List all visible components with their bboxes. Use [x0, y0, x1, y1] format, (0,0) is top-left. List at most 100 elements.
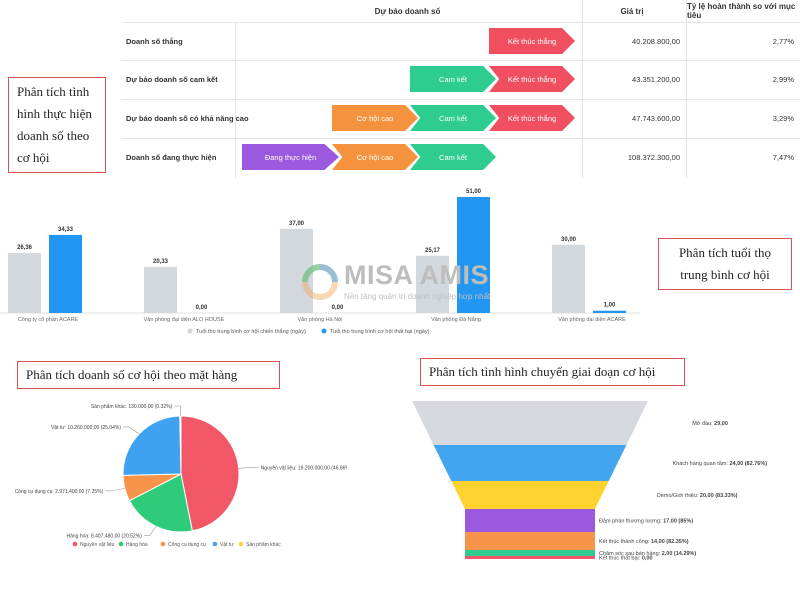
funnel-stage-label: Chăm sóc sau bán hàng: 2,00 (14.29%) [599, 551, 696, 557]
funnel-stage-value: 14,00 (82.35%) [651, 539, 689, 545]
funnel-stage [465, 556, 595, 559]
funnel-stage [451, 481, 609, 509]
misa-amis-watermark: MISA AMIS Nền tảng quản trị doanh nghiệp… [300, 260, 510, 310]
row-label: Doanh số thắng [126, 37, 183, 46]
row-value: 47.743.600,00 [632, 114, 680, 123]
row-ratio: 3,29% [772, 114, 794, 123]
bar-value-label: 1,00 [604, 303, 616, 309]
pie-slice-label: Nguyên vật liệu: 19.200.000,00 (46.86%) [261, 465, 347, 471]
stage-arrow-commit: Cam kết [410, 66, 496, 92]
row-value: 40.208.800,00 [632, 37, 680, 46]
row-label: Doanh số đang thực hiện [126, 153, 217, 162]
row-ratio: 2,77% [772, 37, 794, 46]
stage-conversion-funnel-chart: Mở đầu: 29,00 Khách hàng quan tâm: 24,00 … [412, 401, 767, 562]
bar-value-label: 25,17 [425, 248, 441, 254]
bar [552, 244, 585, 313]
stage-arrow-high-chance: Cơ hội cao [332, 144, 418, 170]
funnel-stage-name: Kết thúc thất bại: [599, 556, 642, 562]
legend-marker [238, 541, 244, 547]
funnel-stage [412, 401, 648, 445]
legend-marker [72, 541, 78, 547]
pie-leader-line [105, 488, 125, 492]
funnel-stage-name: Khách hàng quan tâm: [673, 461, 730, 467]
bar [8, 253, 41, 313]
revenue-by-product-pie-chart: Nguyên vật liệu: 19.200.000,00 (46.86%) H… [15, 403, 347, 548]
funnel-stage-value: 0,00 [642, 556, 653, 562]
pie-labels-group: Nguyên vật liệu: 19.200.000,00 (46.86%) H… [15, 403, 347, 539]
pie-slices-group [122, 415, 240, 533]
bar-value-label: 0,00 [332, 305, 344, 311]
funnel-stage-value: 17,00 (85%) [663, 519, 693, 525]
pie-leader-line [143, 526, 157, 536]
legend-label: Vật tư [220, 542, 234, 548]
pie-slice [128, 473, 193, 533]
misa-logo-icon [302, 264, 338, 300]
column-header-forecast: Dự báo doanh số [374, 6, 441, 16]
row-value: 43.351.200,00 [632, 75, 680, 84]
funnel-stage-value: 2,00 (14.29%) [662, 551, 697, 557]
funnel-stage-value: 20,00 (83.33%) [700, 493, 738, 499]
callout-opportunity-age: Phân tích tuổi thọ trung bình cơ hội [658, 238, 792, 291]
watermark-brand: MISA AMIS [344, 260, 489, 290]
stage-arrow-won: Kết thúc thắng [489, 66, 575, 92]
bar [144, 266, 177, 313]
pie-slice [122, 415, 182, 476]
bar [49, 234, 82, 313]
watermark-tagline: Nền tảng quản trị doanh nghiệp hợp nhất [344, 292, 491, 301]
bar [416, 255, 449, 313]
stage-arrow-commit: Cam kết [410, 144, 496, 170]
funnel-stage-name: Đàm phán thương lượng: [599, 519, 663, 525]
column-divider [582, 0, 583, 178]
callout-revenue-by-product: Phân tích doanh số cơ hội theo mặt hàng [17, 361, 280, 389]
opportunity-age-bar-chart: 26,36 34,33 Công ty cổ phần ACARE 20,33 0,00… [0, 189, 640, 335]
bar [593, 310, 626, 313]
pie-leader-line [238, 467, 259, 469]
stage-arrow-won: Kết thúc thắng [489, 28, 575, 54]
funnel-stage-value: 24,00 (82.76%) [729, 461, 767, 467]
row-value: 108.372.300,00 [627, 153, 680, 162]
row-ratio: 7,47% [772, 153, 794, 162]
funnel-stage-name: Kết thúc thành công: [599, 539, 651, 545]
legend-label: Nguyên vật liệu [80, 542, 115, 548]
funnel-stage-label: Demo/Giới thiệu: 20,00 (83.33%) [657, 493, 738, 499]
bar-value-label: 26,36 [17, 245, 33, 251]
legend-marker [212, 541, 218, 547]
column-divider [235, 22, 236, 178]
pie-leader-line [174, 405, 181, 417]
funnel-stages-group [412, 401, 648, 559]
x-tick-label: Văn phòng đại diện ALO HOUSE [144, 317, 225, 323]
legend-label: Sản phẩm khác [246, 541, 281, 548]
legend-label: Hàng hóa [126, 542, 148, 548]
column-header-ratio: Tỷ lệ hoàn thành so với mục tiêu [687, 2, 796, 20]
legend-marker [160, 541, 166, 547]
x-tick-label: Văn phòng đại diện ACARE [558, 317, 626, 323]
pie-slice [180, 415, 240, 532]
funnel-stage-label: Mở đầu: 29,00 [692, 420, 728, 427]
bar [457, 197, 490, 313]
row-divider [122, 99, 800, 100]
callout-forecast: Phân tích tình hình thực hiện doanh số t… [8, 77, 106, 174]
bar-value-label: 0,00 [196, 305, 208, 311]
sales-forecast-table: Dự báo doanh số Giá trị Tỷ lệ hoàn thành… [122, 0, 800, 178]
funnel-labels-group: Mở đầu: 29,00 Khách hàng quan tâm: 24,00 … [599, 420, 767, 562]
legend-marker [321, 328, 327, 334]
pie-slice-label: Hàng hóa: 8.407.480,00 (20.52%) [66, 533, 142, 539]
bar-value-label: 30,00 [561, 237, 577, 243]
stage-arrow-commit: Cam kết [410, 105, 496, 131]
pie-slice-label: Sản phẩm khác: 130.000,00 (0.32%) [91, 403, 173, 410]
legend-marker [118, 541, 124, 547]
funnel-stage-name: Mở đầu: [692, 420, 714, 427]
row-divider [122, 138, 800, 139]
x-tick-label: Văn phòng Đà Nẵng [431, 316, 481, 323]
stage-arrow-high-chance: Cơ hội cao [332, 105, 418, 131]
bar-value-label: 20,33 [153, 259, 169, 265]
funnel-stage [465, 509, 595, 532]
bar-value-label: 37,00 [289, 221, 305, 227]
bar-value-label: 34,33 [58, 227, 74, 233]
legend-label: Công cụ dụng cụ [168, 542, 206, 548]
column-header-value: Giá trị [620, 6, 644, 16]
row-divider [122, 22, 800, 23]
bar-series-group: 26,36 34,33 Công ty cổ phần ACARE 20,33 0,00… [8, 189, 626, 323]
row-label: Dự báo doanh số có khả năng cao [126, 114, 249, 123]
funnel-stage-value: 29,00 [714, 421, 728, 427]
